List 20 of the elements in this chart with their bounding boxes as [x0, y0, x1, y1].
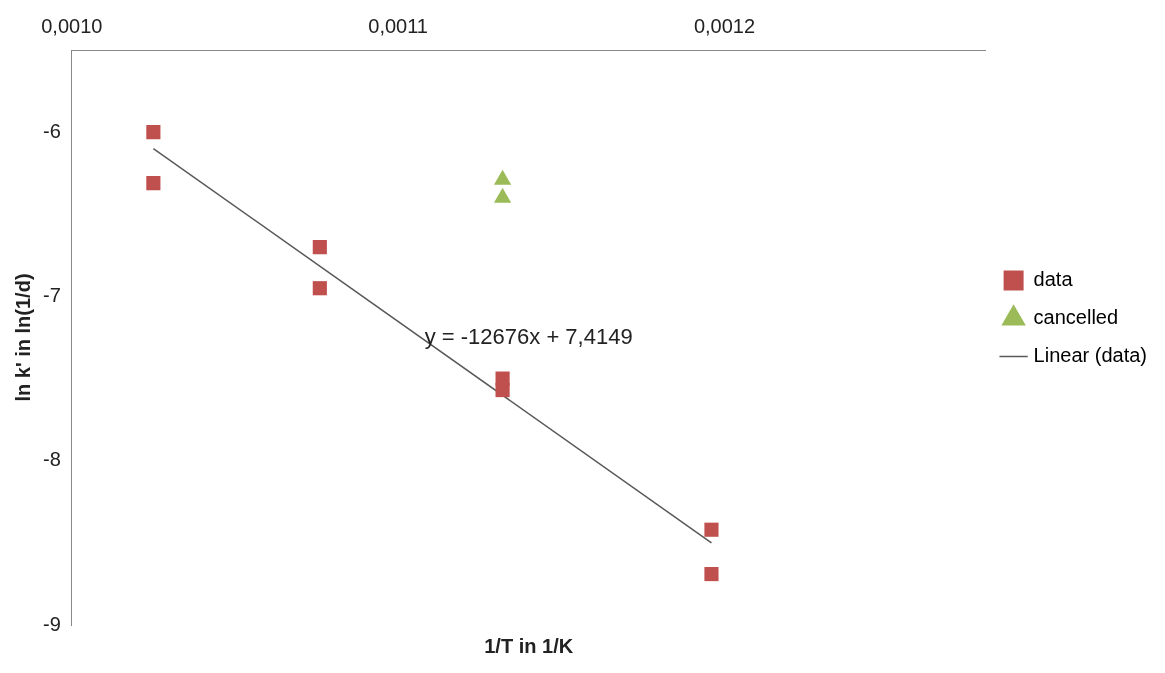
point	[704, 522, 719, 537]
y-axis-title: ln k' in ln(1/d)	[11, 273, 34, 402]
point	[312, 281, 327, 296]
point	[495, 383, 510, 398]
y-tick-label: -8	[42, 448, 61, 471]
x-tick-label: 0,0010	[41, 14, 103, 37]
point	[146, 176, 161, 191]
y-tick-label: -7	[42, 283, 61, 306]
legend-label: data	[1033, 268, 1074, 291]
legend-label: Linear (data)	[1033, 344, 1148, 367]
y-tick-label: -6	[42, 119, 61, 142]
point	[704, 567, 719, 582]
point	[312, 240, 327, 255]
point	[146, 125, 161, 140]
legend-label: cancelled	[1033, 306, 1119, 329]
x-tick-label: 0,0011	[368, 14, 428, 37]
y-tick-label: -9	[42, 612, 61, 635]
annotation: y = -12676x + 7,4149	[424, 323, 633, 349]
x-axis-title: 1/T in 1/K	[484, 634, 574, 657]
x-tick-label: 0,0012	[693, 14, 756, 37]
